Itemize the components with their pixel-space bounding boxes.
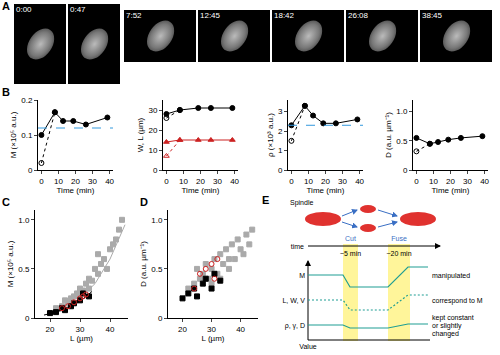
svg-text:30: 30 xyxy=(76,325,85,334)
html-text:A: A xyxy=(2,0,10,12)
svg-text:M: M xyxy=(299,272,305,279)
svg-text:20: 20 xyxy=(196,177,205,186)
svg-text:0: 0 xyxy=(153,166,158,175)
svg-text:20: 20 xyxy=(71,177,80,186)
svg-text:20: 20 xyxy=(321,177,330,186)
svg-text:30: 30 xyxy=(148,106,157,115)
svg-text:0: 0 xyxy=(39,177,44,186)
svg-text:0.5: 0.5 xyxy=(396,137,408,146)
html-text:B: B xyxy=(2,86,10,98)
svg-text:10: 10 xyxy=(179,177,188,186)
svg-text:3: 3 xyxy=(278,107,283,116)
svg-text:~5 min: ~5 min xyxy=(340,250,361,257)
svg-text:20: 20 xyxy=(178,325,187,334)
html-text:E: E xyxy=(262,194,270,206)
svg-text:ρ, γ, D: ρ, γ, D xyxy=(285,322,305,330)
html-text:D: D xyxy=(140,196,148,208)
svg-text:20: 20 xyxy=(46,325,55,334)
svg-text:30: 30 xyxy=(463,177,472,186)
svg-text:40: 40 xyxy=(106,325,115,334)
svg-text:0.2: 0.2 xyxy=(21,96,33,105)
svg-text:ρ (×10³ a.u.): ρ (×10³ a.u.) xyxy=(266,113,275,157)
svg-text:10: 10 xyxy=(429,177,438,186)
svg-text:1.0: 1.0 xyxy=(18,216,30,225)
svg-text:Time (min): Time (min) xyxy=(307,186,345,195)
svg-text:changed: changed xyxy=(432,330,459,338)
svg-text:0: 0 xyxy=(28,166,33,175)
svg-text:L (µm): L (µm) xyxy=(202,334,225,343)
svg-text:2: 2 xyxy=(278,127,283,136)
svg-text:40: 40 xyxy=(355,177,364,186)
svg-text:40: 40 xyxy=(480,177,489,186)
svg-text:20: 20 xyxy=(446,177,455,186)
svg-text:Spindle: Spindle xyxy=(290,199,313,207)
html-text:26:08: 26:08 xyxy=(348,11,368,20)
svg-text:30: 30 xyxy=(213,177,222,186)
svg-text:1: 1 xyxy=(278,146,283,155)
svg-text:0: 0 xyxy=(289,177,294,186)
svg-text:W, L (µm): W, L (µm) xyxy=(136,117,145,152)
svg-text:30: 30 xyxy=(207,325,216,334)
svg-text:10: 10 xyxy=(304,177,313,186)
svg-text:Fuse: Fuse xyxy=(391,235,407,242)
svg-text:30: 30 xyxy=(338,177,347,186)
svg-text:L (µm): L (µm) xyxy=(70,334,93,343)
svg-text:20: 20 xyxy=(148,126,157,135)
svg-text:0: 0 xyxy=(164,177,169,186)
svg-text:0.5: 0.5 xyxy=(151,265,163,274)
html-text:38:45: 38:45 xyxy=(422,11,442,20)
svg-text:or slightly: or slightly xyxy=(432,322,462,330)
svg-text:0.5: 0.5 xyxy=(18,265,30,274)
svg-text:Time (min): Time (min) xyxy=(432,186,470,195)
svg-text:Time (min): Time (min) xyxy=(182,186,220,195)
html-text:0:47: 0:47 xyxy=(70,5,86,14)
svg-text:0: 0 xyxy=(158,314,163,323)
svg-text:10: 10 xyxy=(54,177,63,186)
svg-text:D (a.u. µm⁻¹): D (a.u. µm⁻¹) xyxy=(384,112,393,158)
html-text:12:45: 12:45 xyxy=(200,11,220,20)
html-text:C: C xyxy=(2,196,10,208)
svg-text:40: 40 xyxy=(105,177,114,186)
svg-text:1.0: 1.0 xyxy=(396,107,408,116)
svg-text:~20 min: ~20 min xyxy=(386,250,411,257)
svg-text:Time (min): Time (min) xyxy=(57,186,95,195)
svg-text:M (×10⁵ a.u.): M (×10⁵ a.u.) xyxy=(9,111,18,158)
svg-text:1.0: 1.0 xyxy=(151,216,163,225)
html-text:7:52: 7:52 xyxy=(126,11,142,20)
html-text:18:42: 18:42 xyxy=(274,11,294,20)
svg-text:manipulated: manipulated xyxy=(432,272,470,280)
svg-text:40: 40 xyxy=(230,177,239,186)
svg-text:time: time xyxy=(291,243,304,250)
svg-text:0: 0 xyxy=(25,314,30,323)
svg-text:kept constant: kept constant xyxy=(432,314,474,322)
svg-text:correspond to M: correspond to M xyxy=(432,297,483,305)
svg-text:10: 10 xyxy=(148,146,157,155)
svg-text:M (×10⁵ a.u.): M (×10⁵ a.u.) xyxy=(6,240,15,287)
html-text:0:00: 0:00 xyxy=(16,5,32,14)
svg-text:Value: Value xyxy=(299,343,316,350)
svg-text:30: 30 xyxy=(88,177,97,186)
svg-text:0: 0 xyxy=(278,166,283,175)
svg-text:0: 0 xyxy=(414,177,419,186)
svg-text:L, W, V: L, W, V xyxy=(282,297,305,304)
svg-text:0: 0 xyxy=(403,166,408,175)
svg-text:Cut: Cut xyxy=(345,235,356,242)
svg-text:D (a.u. µm⁻¹): D (a.u. µm⁻¹) xyxy=(139,241,148,287)
svg-text:40: 40 xyxy=(236,325,245,334)
svg-text:0.1: 0.1 xyxy=(21,131,33,140)
